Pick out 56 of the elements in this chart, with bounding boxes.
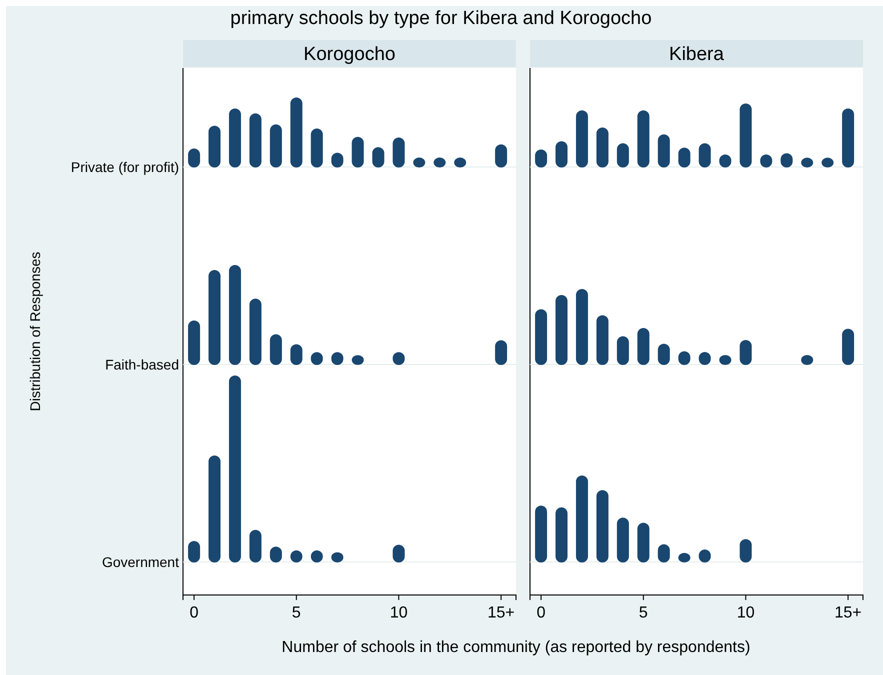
bar [842,108,854,168]
x-tick-label: 5 [638,604,648,622]
bar [352,136,364,168]
bar [208,270,221,365]
bar [392,138,405,168]
x-tick-label: 0 [190,604,199,622]
bar [535,506,548,562]
bar [495,340,508,365]
bar [270,334,282,365]
bar [310,128,323,168]
bar [556,141,568,168]
bar [596,490,608,562]
bar [740,104,752,168]
bar [290,98,302,168]
bar [698,143,711,168]
bar [535,309,548,365]
bar [188,320,200,365]
series-label: Government [102,554,180,570]
x-tick-label: 0 [536,604,546,622]
bar [249,530,262,562]
x-tick-label: 10 [390,604,408,622]
bar [249,298,262,365]
x-tick-label: 5 [292,604,301,622]
chart-title: Kibera [669,44,724,65]
bar [596,315,608,365]
y-axis-title: Distribution of Responses [27,252,43,412]
x-tick-label: 10 [736,604,755,622]
bar [616,336,629,365]
bar [556,295,568,365]
chart-title: Korogocho [304,44,396,65]
bar [270,124,282,168]
x-tick-label: 15+ [834,604,862,622]
bar [616,518,629,562]
x-tick-label: 15+ [487,604,515,622]
bar [740,340,752,365]
bar [842,328,854,365]
series-label: Private (for profit) [70,159,179,175]
bar [228,376,241,562]
bar [637,522,650,562]
bar [576,110,588,168]
bar [556,507,568,562]
bar [637,110,650,168]
text: primary schools by type for Kibera and Korogocho [230,8,652,29]
x-axis-title: Number of schools in the community (as reported by respondents) [282,639,750,656]
bar [576,476,588,562]
bar [637,328,650,365]
bar [616,143,629,168]
bar [576,289,588,365]
bar [208,126,221,168]
bar [208,455,221,562]
bar [596,127,608,168]
series-label: Faith-based [105,356,179,372]
bar [658,134,670,168]
bar [249,113,262,168]
bar [228,265,241,365]
bar [228,108,241,168]
